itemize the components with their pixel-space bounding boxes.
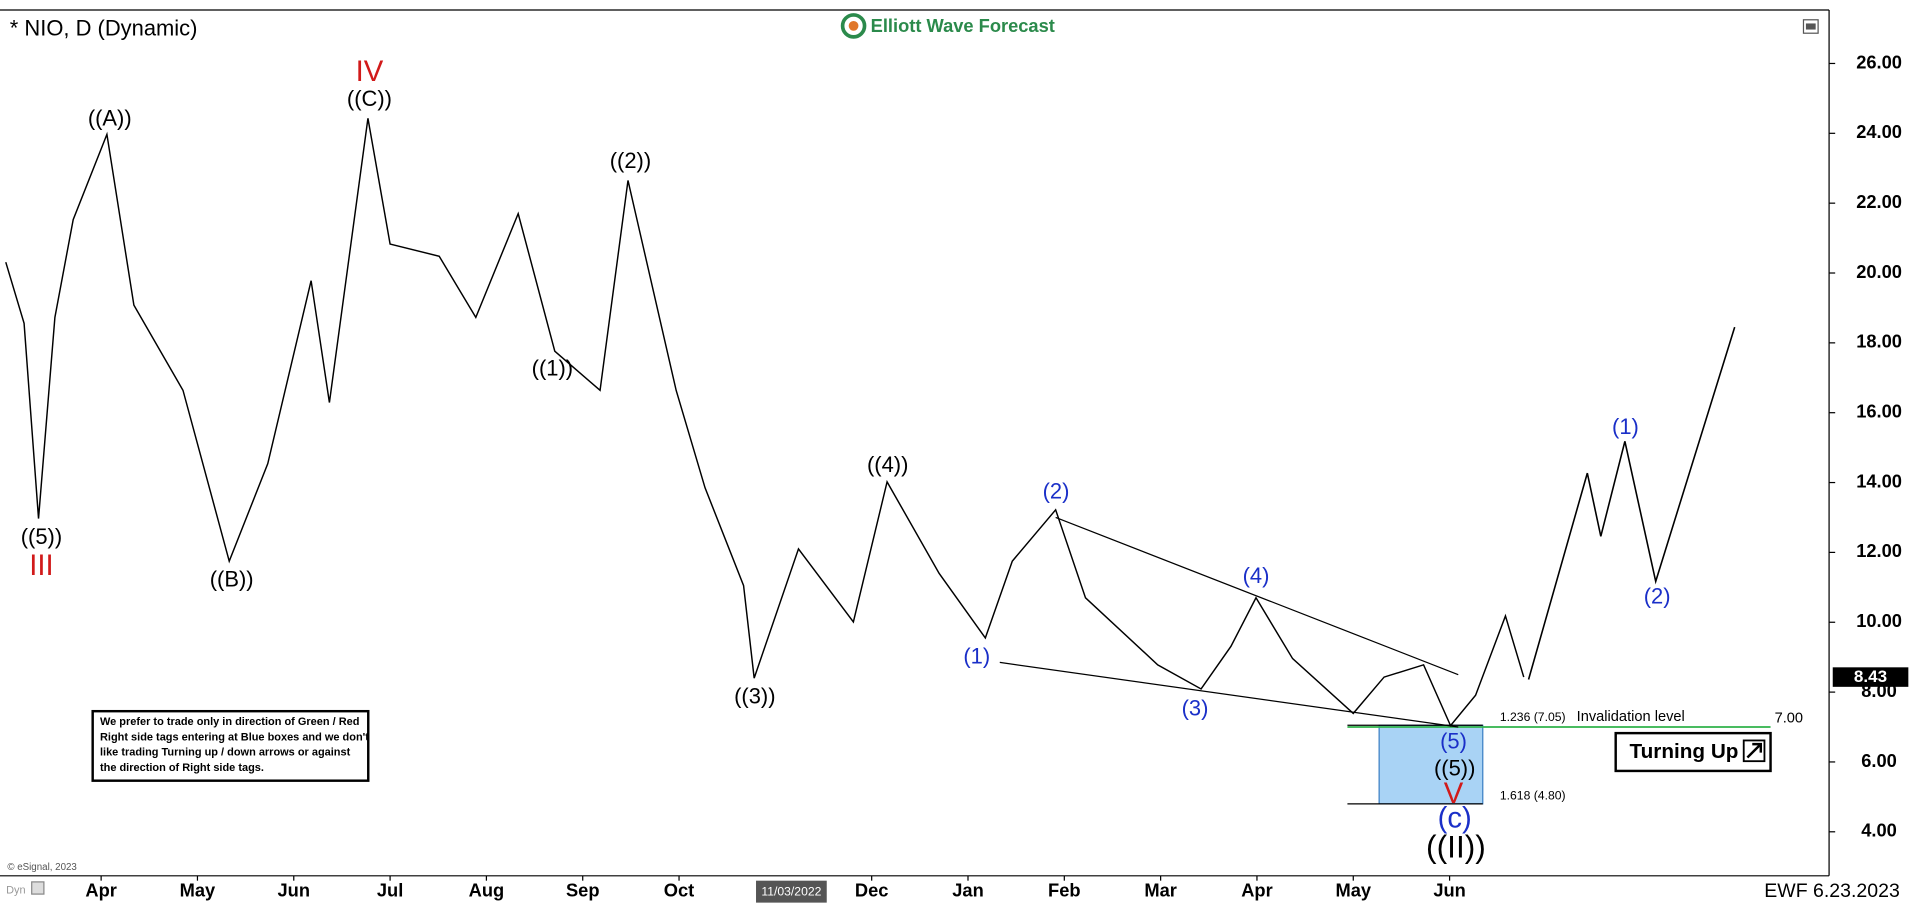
x-tick-label: May <box>180 879 216 900</box>
y-tick-label: 6.00 <box>1861 750 1897 771</box>
wave-label: ((A)) <box>88 106 132 131</box>
wave-label: ((II)) <box>1426 828 1486 864</box>
y-tick-label: 18.00 <box>1856 331 1902 352</box>
y-tick-label: 4.00 <box>1861 820 1897 841</box>
wave-label: ((1)) <box>532 356 573 381</box>
x-tick-label: Sep <box>566 879 600 900</box>
footer: EWF 6.23.2023 <box>1764 880 1900 902</box>
wave-label: ((3)) <box>734 684 775 709</box>
wave-label: (1) <box>963 643 990 668</box>
brand-logo-dot <box>848 21 859 31</box>
chart-title: * NIO, D (Dynamic) <box>10 15 198 40</box>
x-tick-label: May <box>1335 879 1371 900</box>
y-tick-label: 24.00 <box>1856 121 1902 142</box>
y-tick-label: 12.00 <box>1856 540 1902 561</box>
wave-label: ((5)) <box>21 524 62 549</box>
badge: Turning Up <box>1630 740 1739 763</box>
wave-label: (5) <box>1440 729 1467 754</box>
badge-box <box>1614 731 1772 773</box>
brand: Elliott Wave Forecast <box>871 15 1055 36</box>
y-tick-label: 10.00 <box>1856 610 1902 631</box>
cursor-label: 11/03/2022 <box>761 884 821 898</box>
badge-arrow <box>1746 742 1763 759</box>
invalidation-text: Invalidation level <box>1577 709 1685 725</box>
notice-box <box>91 709 370 782</box>
corner-icon[interactable] <box>31 881 45 895</box>
y-tick-label: 20.00 <box>1856 261 1902 282</box>
x-tick-label: Dec <box>855 879 889 900</box>
wave-label: (2) <box>1644 584 1671 609</box>
last-price-label: 8.43 <box>1854 667 1887 686</box>
brand-logo <box>840 13 867 39</box>
badge-icon <box>1742 739 1766 763</box>
target-box <box>1378 724 1484 805</box>
x-tick-label: Apr <box>85 879 116 900</box>
fib-label: 1.618 (4.80) <box>1500 789 1566 803</box>
invalidation-label: 7.00 <box>1775 710 1803 726</box>
wave-label: III <box>29 550 53 582</box>
wave-label: ((2)) <box>610 148 651 173</box>
wave-label: (3) <box>1182 696 1209 721</box>
wave-label: ((B)) <box>210 567 254 592</box>
source: © eSignal, 2023 <box>7 862 77 873</box>
notice-line: like trading Turning up / down arrows or… <box>100 747 351 759</box>
window-icon-inner <box>1805 23 1816 30</box>
x-tick-label: Jul <box>377 879 403 900</box>
y-tick-label: 22.00 <box>1856 191 1902 212</box>
wave-label: ((5)) <box>1434 756 1475 781</box>
x-tick-label: Apr <box>1241 879 1272 900</box>
y-tick-label: 26.00 <box>1856 51 1902 72</box>
wave-label: (4) <box>1243 563 1270 588</box>
wave-label: ((C)) <box>347 86 392 111</box>
trendline <box>1055 516 1459 676</box>
x-tick-label: Aug <box>469 879 505 900</box>
fib-label: 1.236 (7.05) <box>1500 710 1566 724</box>
wave-label: IV <box>356 56 384 88</box>
wave-label: (2) <box>1043 479 1070 504</box>
corner-tag: Dyn <box>6 884 26 896</box>
notice-line: We prefer to trade only in direction of … <box>100 716 359 728</box>
x-tick-label: Jan <box>952 879 984 900</box>
notice-line: Right side tags entering at Blue boxes a… <box>100 731 369 743</box>
cursor-label-box <box>756 880 827 903</box>
x-tick-label: Feb <box>1048 879 1081 900</box>
x-tick-label: Jun <box>278 879 311 900</box>
x-tick-label: Oct <box>664 879 694 900</box>
trendline <box>999 661 1459 728</box>
x-tick-label: Jun <box>1433 879 1466 900</box>
last-price-tag <box>1832 667 1909 687</box>
projection-line <box>1527 326 1736 680</box>
wave-label: (1) <box>1612 414 1639 439</box>
y-tick-label: 14.00 <box>1856 470 1902 491</box>
notice-line: the direction of Right side tags. <box>100 762 264 774</box>
price-line <box>5 118 1525 728</box>
y-tick-label: 16.00 <box>1856 401 1902 422</box>
wave-label: ((4)) <box>867 452 908 477</box>
x-tick-label: Mar <box>1144 879 1177 900</box>
wave-label: (c) <box>1438 802 1472 834</box>
wave-label: V <box>1444 778 1464 810</box>
